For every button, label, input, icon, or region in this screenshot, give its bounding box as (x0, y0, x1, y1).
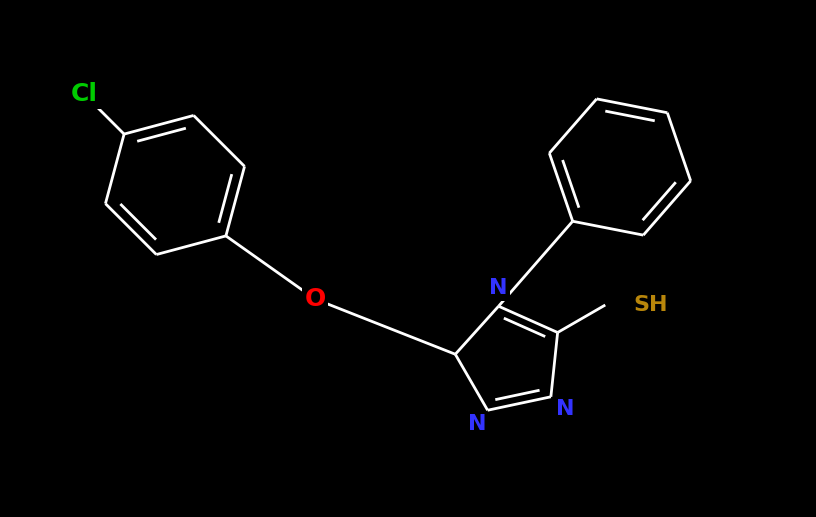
Text: Cl: Cl (71, 82, 98, 107)
Text: N: N (556, 399, 574, 419)
Text: SH: SH (633, 295, 667, 315)
Text: O: O (304, 287, 326, 311)
Text: N: N (490, 278, 508, 298)
Text: N: N (468, 414, 487, 434)
